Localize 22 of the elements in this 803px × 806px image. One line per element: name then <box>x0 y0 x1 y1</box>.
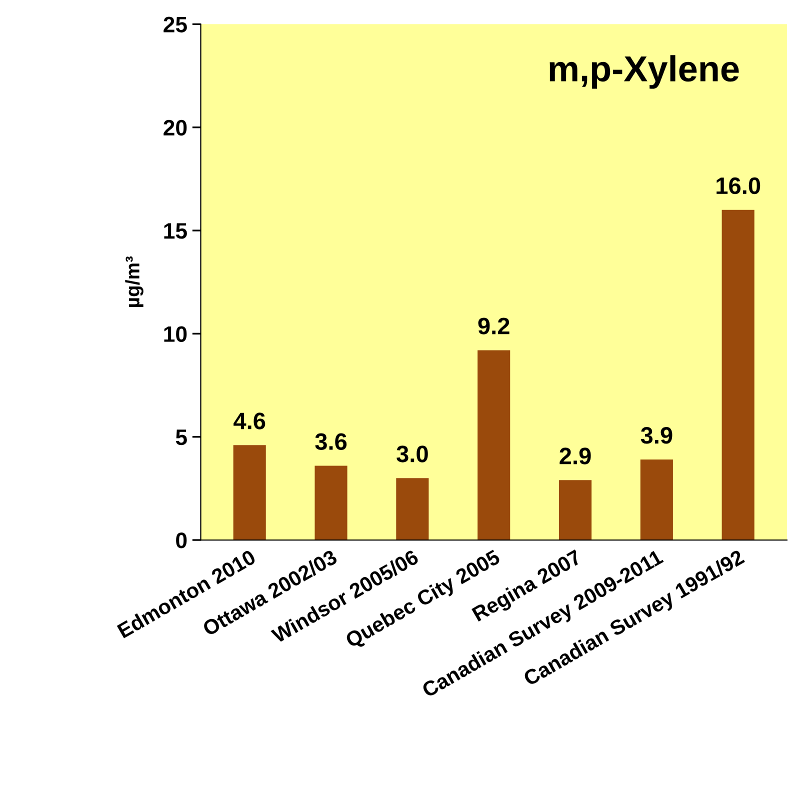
y-tick-label: 5 <box>176 430 187 446</box>
bar <box>396 478 429 540</box>
y-axis-title: µg/m³ <box>125 256 144 307</box>
y-tick-label: 15 <box>164 223 187 239</box>
bar <box>722 210 754 540</box>
data-label: 4.6 <box>234 412 266 430</box>
data-label: 3.6 <box>315 433 347 450</box>
data-label: 16.0 <box>716 177 760 194</box>
y-tick-label: 10 <box>164 326 187 342</box>
bar <box>558 480 592 540</box>
data-label: 2.9 <box>560 448 591 464</box>
y-tick-label: 25 <box>164 16 187 32</box>
bar <box>640 460 673 540</box>
bar <box>314 466 348 540</box>
data-label: 3.0 <box>396 446 428 462</box>
bar <box>233 445 266 540</box>
data-label: 9.2 <box>478 318 510 334</box>
y-tick-label: 0 <box>176 532 187 548</box>
data-label: 3.9 <box>640 427 672 444</box>
y-tick-label: 20 <box>164 120 187 136</box>
bar <box>478 350 510 540</box>
text: m,p-Xylene <box>550 55 739 89</box>
